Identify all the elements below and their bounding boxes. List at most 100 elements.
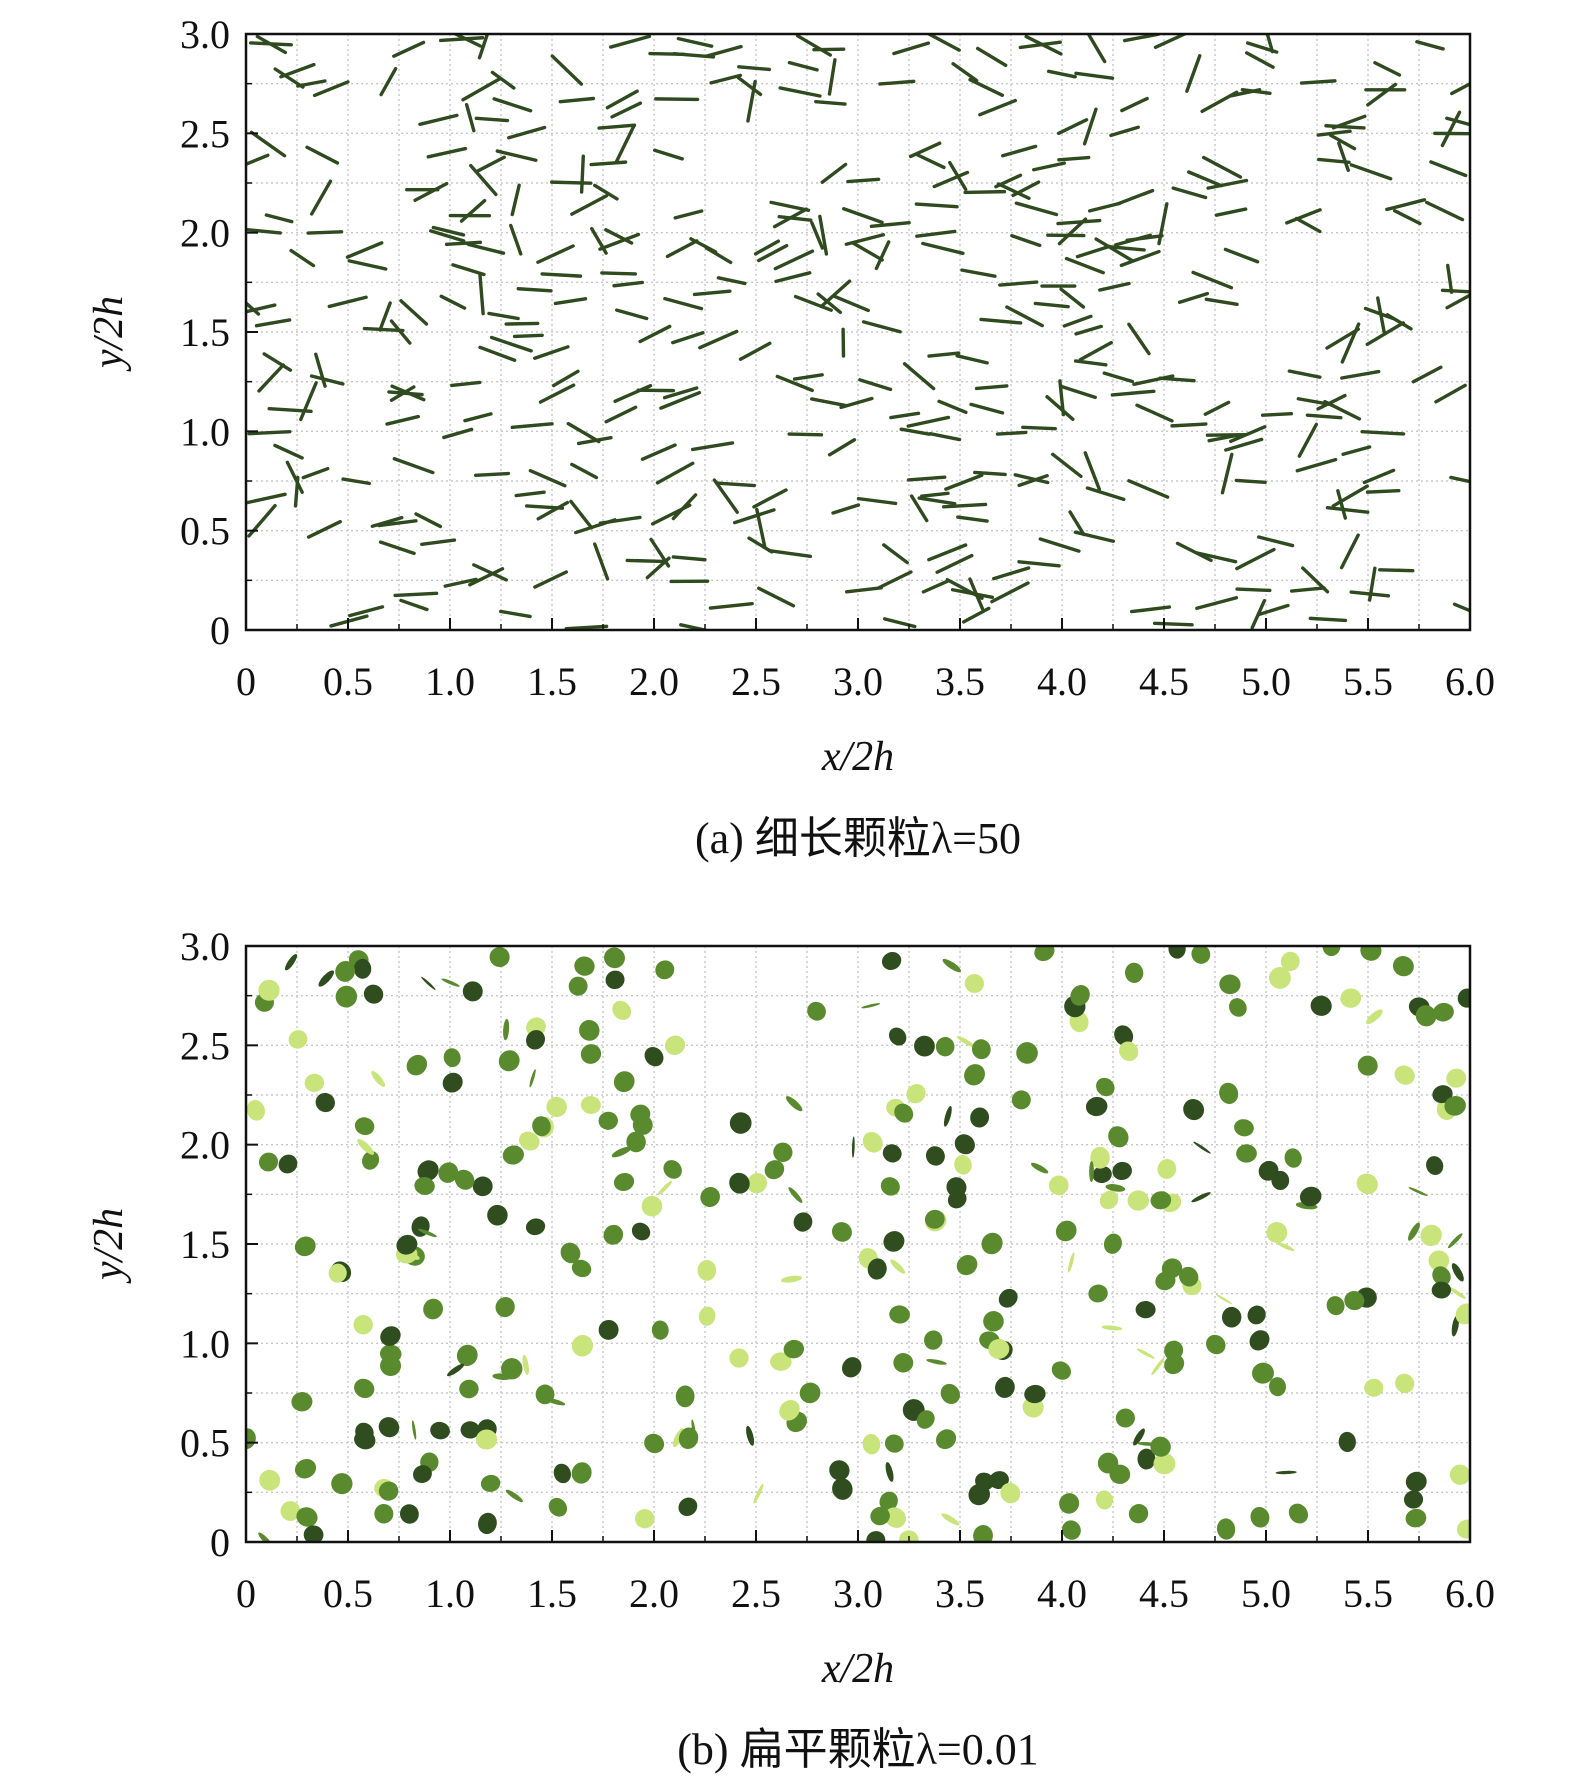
particle-disk	[418, 1228, 437, 1238]
particle-needle	[490, 70, 516, 90]
particle-needle	[692, 289, 732, 297]
particle-needle	[937, 399, 968, 415]
particle-needle	[861, 320, 902, 334]
particle-needle	[757, 243, 789, 263]
particle-disk	[442, 1072, 463, 1093]
particle-needle	[767, 549, 813, 559]
particle-disk	[675, 1385, 695, 1408]
particle-disk	[1288, 1503, 1309, 1524]
particle-disk	[841, 1357, 862, 1378]
particle-needle	[477, 34, 490, 60]
particle-disk	[935, 1429, 957, 1450]
particle-disk	[518, 1131, 540, 1151]
particle-disk	[1059, 1493, 1080, 1514]
particle-disk	[924, 1330, 943, 1350]
particle-needle	[1445, 116, 1470, 127]
particle-disk	[698, 1306, 716, 1326]
particle-disk	[1055, 1220, 1077, 1242]
particle-needle	[1078, 340, 1113, 362]
particle-needle	[570, 462, 599, 480]
particle-disk	[1024, 1384, 1046, 1404]
particle-needle	[1256, 535, 1295, 548]
particle-needle	[1265, 34, 1275, 54]
particle-needle	[902, 362, 936, 391]
particle-needle	[516, 287, 553, 293]
particle-needle	[499, 609, 532, 619]
particle-needle	[1235, 587, 1272, 593]
particle-needle	[1045, 394, 1075, 422]
particle-disk	[1276, 1242, 1295, 1252]
particle-disk	[729, 1348, 749, 1368]
particle-needle	[1086, 34, 1107, 64]
particle-disk	[779, 1400, 800, 1421]
panel-b-grid	[246, 946, 1470, 1542]
particle-disk	[881, 951, 902, 970]
particle-needle	[1057, 217, 1088, 246]
particle-needle	[379, 66, 398, 97]
particle-disk	[526, 1030, 546, 1050]
particle-needle	[960, 268, 997, 278]
particle-needle	[301, 466, 330, 480]
particle-disk	[354, 1378, 375, 1399]
particle-disk	[956, 1254, 978, 1276]
particle-needle	[979, 317, 1023, 325]
particle-needle	[512, 333, 544, 339]
particle-disk	[1016, 1042, 1038, 1064]
particle-needle	[914, 202, 959, 209]
particle-needle	[1339, 533, 1360, 570]
particle-needle	[753, 239, 781, 256]
particle-disk	[773, 1142, 793, 1162]
particle-needle	[1185, 54, 1202, 93]
particle-needle	[1073, 359, 1108, 367]
particle-needle	[551, 369, 580, 388]
particle-disk	[331, 1473, 353, 1495]
particle-needle	[1058, 379, 1066, 417]
particle-disk	[501, 1358, 523, 1380]
particle-needle	[827, 58, 837, 96]
particle-disk	[870, 1506, 890, 1526]
panel-b-caption: (b) 扁平颗粒λ=0.01	[677, 1725, 1038, 1774]
particle-disk	[604, 947, 625, 969]
particle-needle	[450, 380, 482, 388]
particle-needle	[1294, 216, 1322, 234]
y-tick-label: 0.5	[180, 1421, 230, 1466]
x-tick-label: 1.5	[527, 1571, 577, 1616]
particle-disk	[1031, 1162, 1049, 1174]
particle-disk	[1179, 1266, 1199, 1287]
particle-disk	[989, 1471, 1009, 1489]
particle-needle	[341, 477, 371, 486]
particle-needle	[874, 240, 891, 271]
particle-disk	[926, 1358, 947, 1365]
particle-needle	[385, 414, 421, 426]
particle-needle	[489, 335, 533, 353]
particle-disk	[1206, 1334, 1226, 1355]
particle-needle	[1425, 200, 1465, 222]
particle-needle	[347, 605, 385, 618]
particle-disk	[651, 1320, 669, 1340]
particle-disk	[284, 953, 298, 971]
particle-disk	[1048, 1175, 1069, 1196]
particle-disk	[294, 1458, 317, 1479]
particle-needle	[615, 308, 649, 321]
particle-disk	[571, 1335, 593, 1357]
particle-disk	[1115, 1408, 1135, 1428]
particle-needle	[769, 200, 811, 212]
particle-needle	[1223, 247, 1260, 264]
particle-needle	[246, 227, 282, 235]
particle-disk	[1360, 946, 1382, 961]
particle-disk	[941, 1513, 960, 1526]
particle-needle	[810, 221, 825, 250]
particle-needle	[961, 606, 991, 624]
particle-disk	[1133, 1428, 1145, 1446]
x-tick-label: 4.0	[1037, 659, 1087, 704]
particle-needle	[856, 496, 898, 506]
particle-disk	[1034, 946, 1055, 962]
particle-disk	[1457, 988, 1470, 1008]
particle-disk	[304, 1073, 325, 1092]
panel-a-x-axis-label: x/2h	[821, 734, 894, 780]
particle-disk	[396, 1234, 418, 1255]
particle-needle	[1349, 163, 1393, 181]
particle-needle	[510, 422, 554, 429]
particle-needle	[1341, 445, 1372, 456]
particle-disk	[1099, 1190, 1119, 1210]
